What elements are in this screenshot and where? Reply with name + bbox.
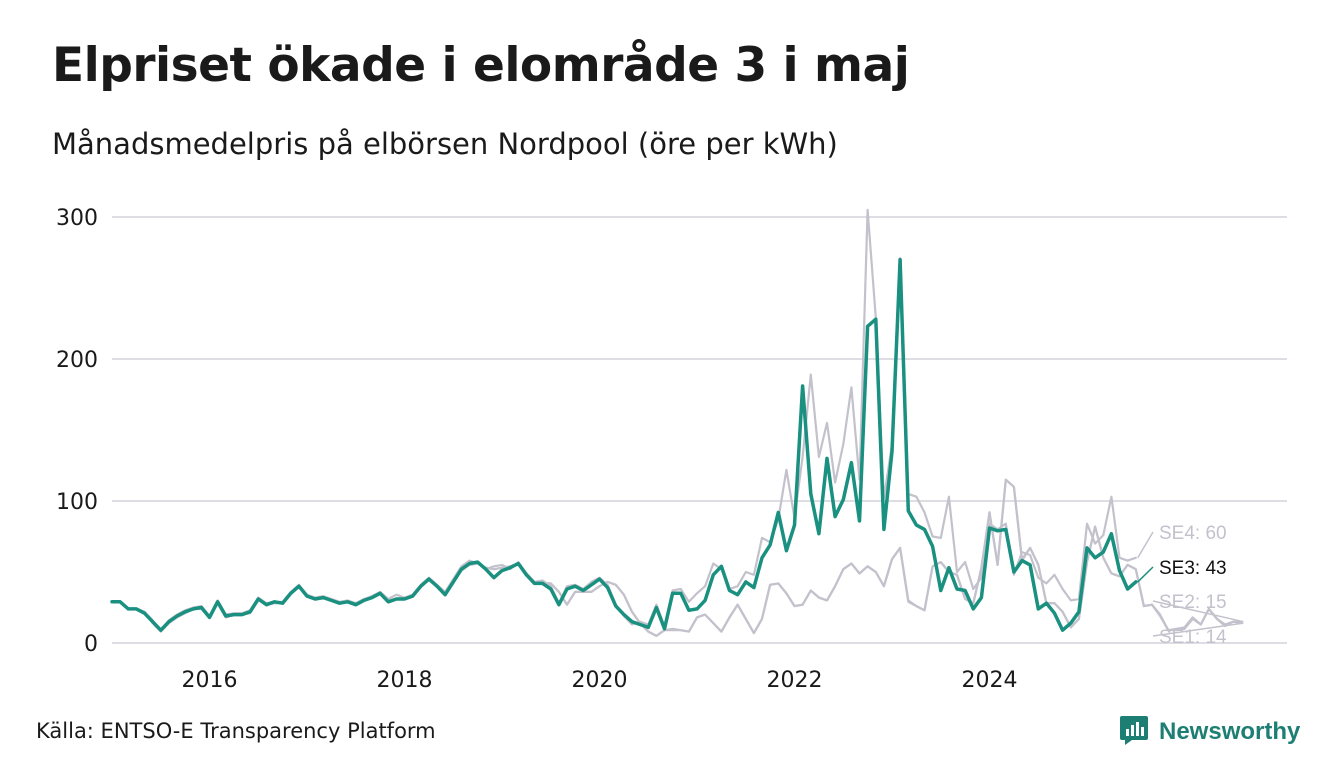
series-label-se3: SE3: 43 [1159, 558, 1227, 579]
y-tick-label: 0 [84, 632, 98, 657]
label-leader-se4 [1137, 531, 1154, 559]
chart-title: Elpriset ökade i elområde 3 i maj [52, 38, 910, 93]
series-line-se1 [110, 478, 1243, 638]
brand-name: Newsworthy [1159, 718, 1301, 745]
series-label-se1: SE1: 14 [1159, 627, 1227, 648]
y-tick-label: 300 [56, 206, 98, 231]
x-axis: 2016 2018 2020 2022 2024 [182, 668, 1018, 693]
source-note: Källa: ENTSO-E Transparency Platform [36, 719, 436, 743]
chart-subtitle: Månadsmedelpris på elbörsen Nordpool (ör… [52, 127, 838, 161]
brand-logo: Newsworthy [1119, 714, 1300, 750]
y-tick-label: 100 [56, 490, 98, 515]
series-line-se4 [110, 208, 1137, 632]
label-leader-se2 [1152, 600, 1244, 623]
series-lines [110, 208, 1243, 638]
label-leader-se1 [1152, 622, 1244, 637]
y-axis: 0 100 200 300 [56, 206, 98, 657]
x-tick-label: 2024 [962, 668, 1018, 693]
series-label-se4: SE4: 60 [1159, 523, 1227, 544]
series-label-se2: SE2: 15 [1159, 592, 1227, 613]
x-tick-label: 2022 [767, 668, 823, 693]
x-tick-label: 2020 [572, 668, 628, 693]
series-line-se3 [110, 257, 1138, 632]
y-tick-label: 200 [56, 348, 98, 373]
x-tick-label: 2016 [182, 668, 238, 693]
series-labels: SE1: 14 SE2: 15 SE3: 43 SE4: 60 [1137, 523, 1244, 648]
series-line-se2 [110, 478, 1243, 638]
gridlines [112, 216, 1287, 644]
label-leader-se3 [1137, 566, 1154, 583]
x-tick-label: 2018 [377, 668, 433, 693]
newsworthy-logo-icon [1119, 714, 1149, 750]
